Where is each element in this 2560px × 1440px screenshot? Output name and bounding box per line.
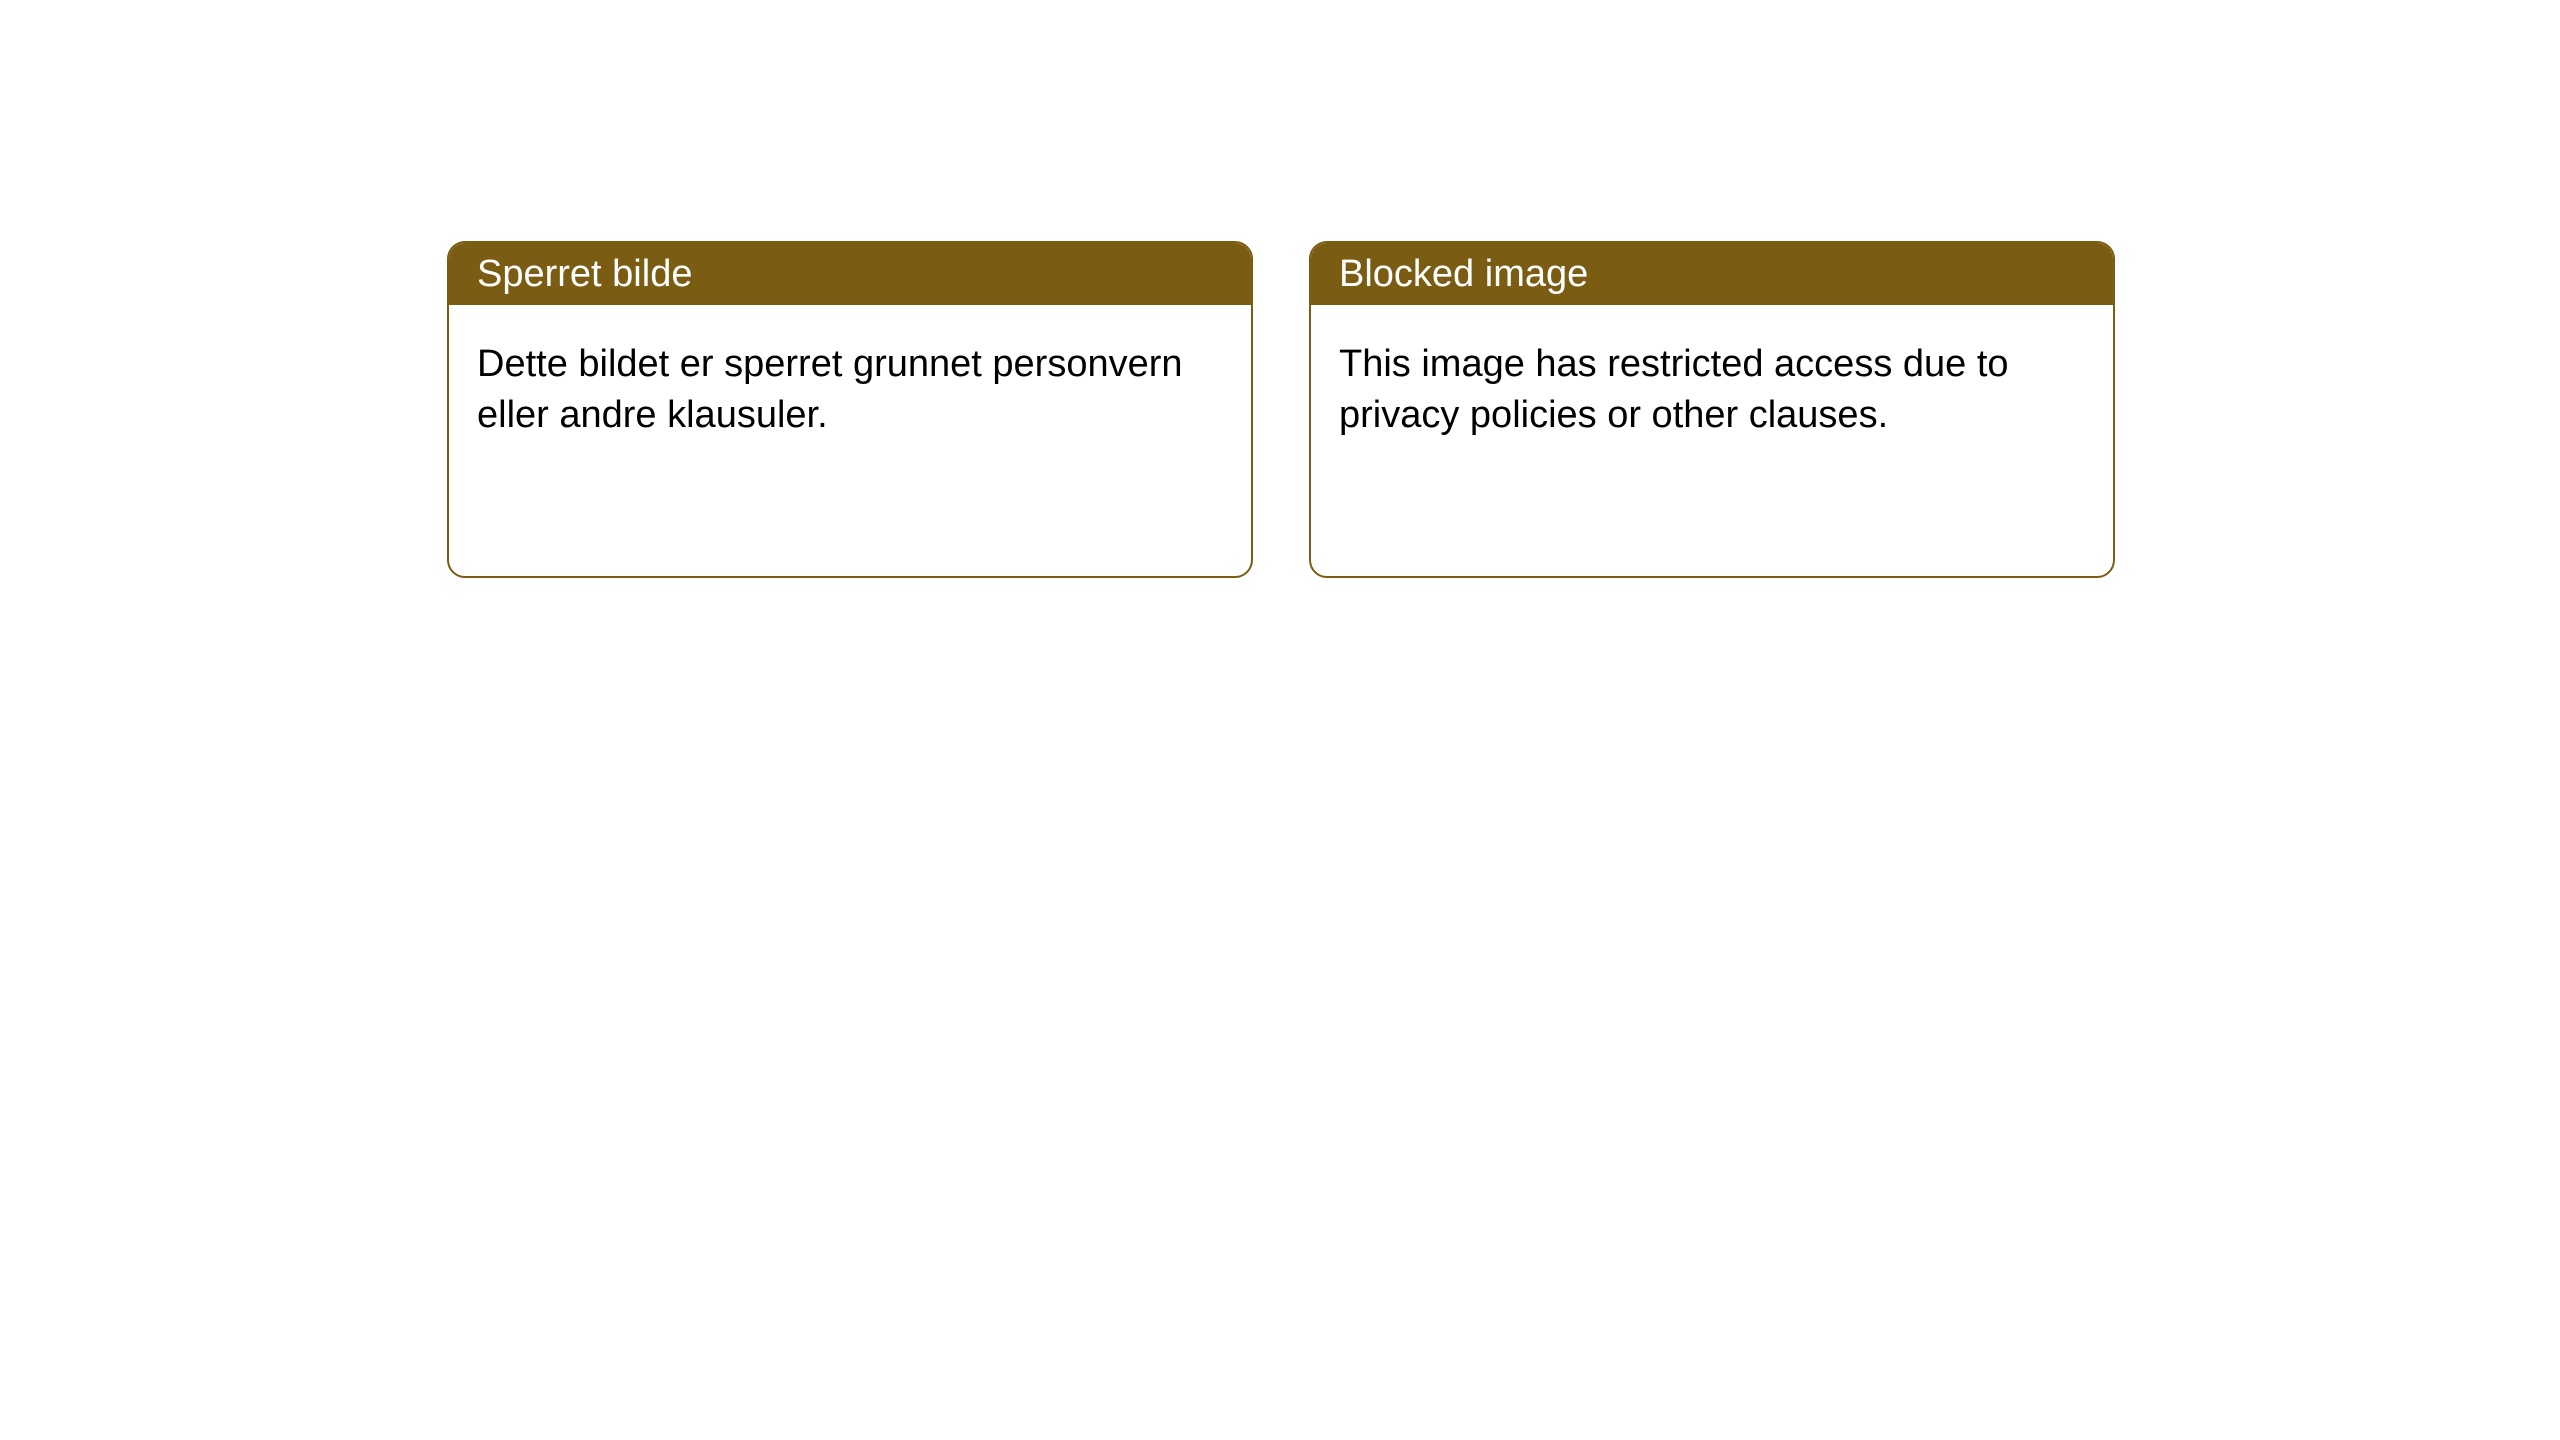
notice-body-text: Dette bildet er sperret grunnet personve…: [477, 343, 1183, 436]
notice-body-text: This image has restricted access due to …: [1339, 343, 2009, 436]
notice-title: Blocked image: [1339, 253, 1588, 296]
notice-box-norwegian: Sperret bilde Dette bildet er sperret gr…: [447, 241, 1253, 578]
notice-header: Blocked image: [1311, 243, 2113, 305]
notice-header: Sperret bilde: [449, 243, 1251, 305]
notice-container: Sperret bilde Dette bildet er sperret gr…: [0, 0, 2560, 578]
notice-title: Sperret bilde: [477, 253, 692, 296]
notice-body: Dette bildet er sperret grunnet personve…: [449, 305, 1251, 476]
notice-body: This image has restricted access due to …: [1311, 305, 2113, 476]
notice-box-english: Blocked image This image has restricted …: [1309, 241, 2115, 578]
